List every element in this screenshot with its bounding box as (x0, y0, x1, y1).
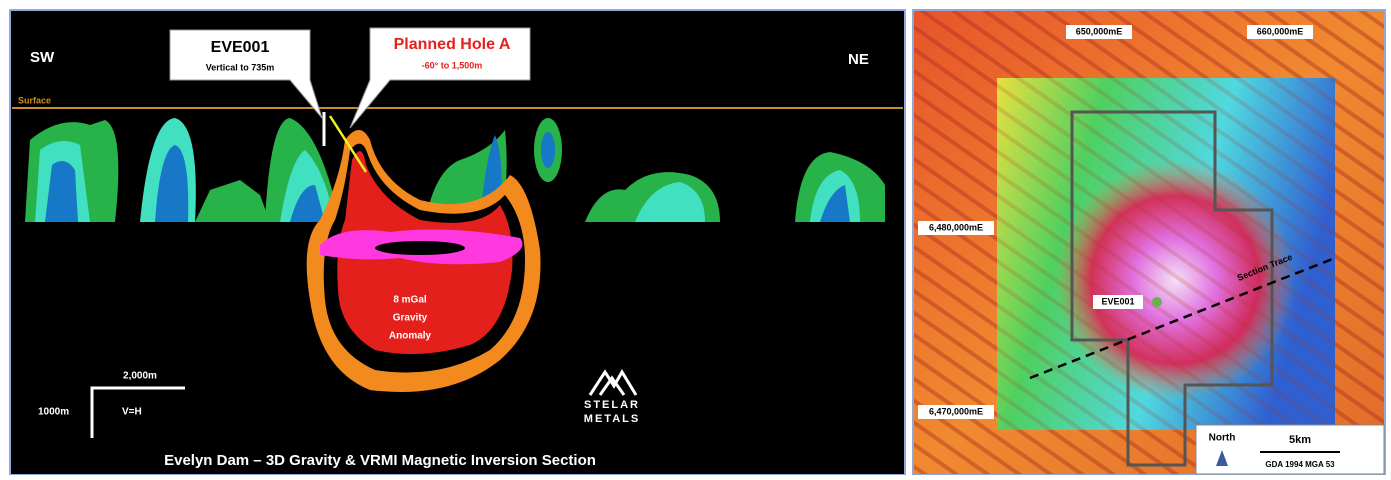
callout-detail: Vertical to 735m (206, 62, 275, 72)
scale-label: V=H (122, 407, 142, 418)
sw-label: SW (30, 49, 55, 66)
body (155, 145, 189, 222)
magnetic-bodies (25, 118, 885, 222)
ne-label: NE (848, 51, 869, 68)
northing-label: 6,480,000mE (929, 222, 983, 232)
body (635, 182, 705, 222)
anomaly-label: Anomaly (389, 331, 432, 342)
callout-title: EVE001 (211, 39, 270, 56)
callout-title: Planned Hole A (394, 36, 511, 53)
scale-bar (90, 386, 185, 438)
label-box (1247, 25, 1313, 39)
planned-trace (328, 115, 368, 173)
body (541, 132, 555, 168)
body (280, 150, 335, 222)
hole-marker (1152, 297, 1162, 307)
tenement-outline (1070, 110, 1274, 467)
label-box (1093, 295, 1143, 309)
label-box (918, 405, 994, 419)
north-label: North (1209, 433, 1236, 444)
label-box (918, 221, 994, 235)
caption: Evelyn Dam – 3D Gravity & VRMI Magnetic … (164, 452, 596, 469)
north-arrow (1216, 450, 1228, 466)
body (195, 180, 270, 222)
easting-label: 650,000mE (1076, 26, 1123, 36)
section-trace-line (1029, 256, 1336, 380)
scale-label: 1000m (38, 407, 69, 418)
logo-text: METALS (584, 413, 640, 425)
scale-label: 2,000m (123, 371, 157, 382)
hole-label: EVE001 (1101, 296, 1134, 306)
survey-texture (997, 78, 1335, 430)
northing-label: 6,470,000mE (929, 406, 983, 416)
map-scale-label: 5km (1289, 434, 1311, 446)
label-box (1066, 25, 1132, 39)
surface-label: Surface (18, 95, 51, 105)
gravity-anomaly (306, 130, 541, 392)
eve-callout (169, 29, 323, 119)
logo-mark (588, 369, 638, 396)
anomaly-label: 8 mGal (393, 295, 427, 306)
anomaly-label: Gravity (393, 313, 428, 324)
logo-text: STELAR (584, 399, 640, 411)
body (45, 161, 78, 222)
callout-detail: -60° to 1,500m (422, 60, 483, 70)
easting-label: 660,000mE (1257, 26, 1304, 36)
planned-callout (349, 27, 531, 129)
datum-label: GDA 1994 MGA 53 (1265, 460, 1335, 469)
anomaly-void (375, 241, 465, 255)
body (820, 185, 850, 222)
body (290, 185, 325, 222)
